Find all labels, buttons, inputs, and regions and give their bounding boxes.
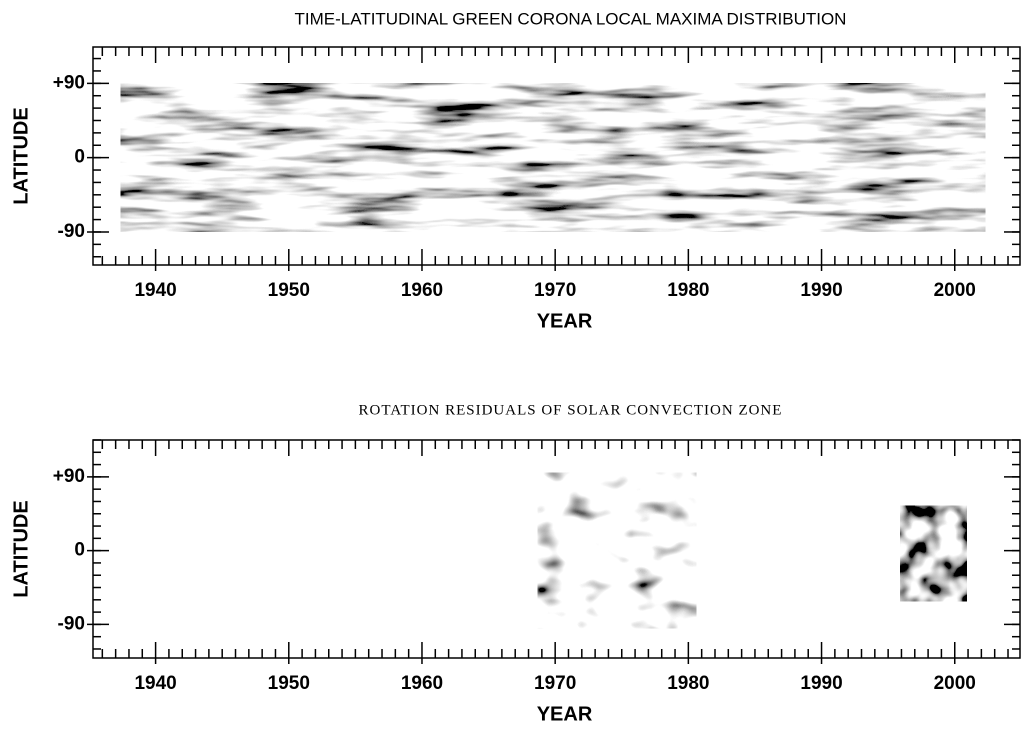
x-tick-label: 1940 <box>134 673 176 694</box>
y-tick-label: +90 <box>53 466 85 487</box>
x-tick-label: 1950 <box>268 280 310 301</box>
heatmap-image <box>537 472 697 629</box>
x-tick-label: 1950 <box>268 673 310 694</box>
x-axis-label: YEAR <box>537 703 593 725</box>
x-tick-label: 1980 <box>667 280 709 301</box>
chart-title: ROTATION RESIDUALS OF SOLAR CONVECTION Z… <box>359 402 783 418</box>
y-tick-label: -90 <box>58 613 85 634</box>
heatmap-image <box>120 83 986 232</box>
x-tick-label: 1990 <box>800 280 842 301</box>
x-tick-label: 1970 <box>534 280 576 301</box>
x-tick-label: 2000 <box>934 673 976 694</box>
y-axis-label: LATITUDE <box>10 500 32 597</box>
x-tick-label: 1970 <box>534 673 576 694</box>
y-axis-label: LATITUDE <box>10 107 32 204</box>
x-tick-label: 1940 <box>134 280 176 301</box>
chart-title: TIME-LATITUDINAL GREEN CORONA LOCAL MAXI… <box>295 9 847 28</box>
heatmap-image <box>900 505 967 602</box>
x-tick-label: 1990 <box>800 673 842 694</box>
x-tick-label: 1980 <box>667 673 709 694</box>
y-tick-label: +90 <box>53 72 85 93</box>
plot-frame <box>92 439 1021 659</box>
y-tick-label: 0 <box>74 540 85 561</box>
x-tick-label: 2000 <box>934 280 976 301</box>
y-tick-label: 0 <box>74 147 85 168</box>
y-tick-label: -90 <box>58 221 85 242</box>
x-tick-label: 1960 <box>401 673 443 694</box>
plot-frame <box>92 46 1021 266</box>
x-axis-label: YEAR <box>537 310 593 332</box>
x-tick-label: 1960 <box>401 280 443 301</box>
